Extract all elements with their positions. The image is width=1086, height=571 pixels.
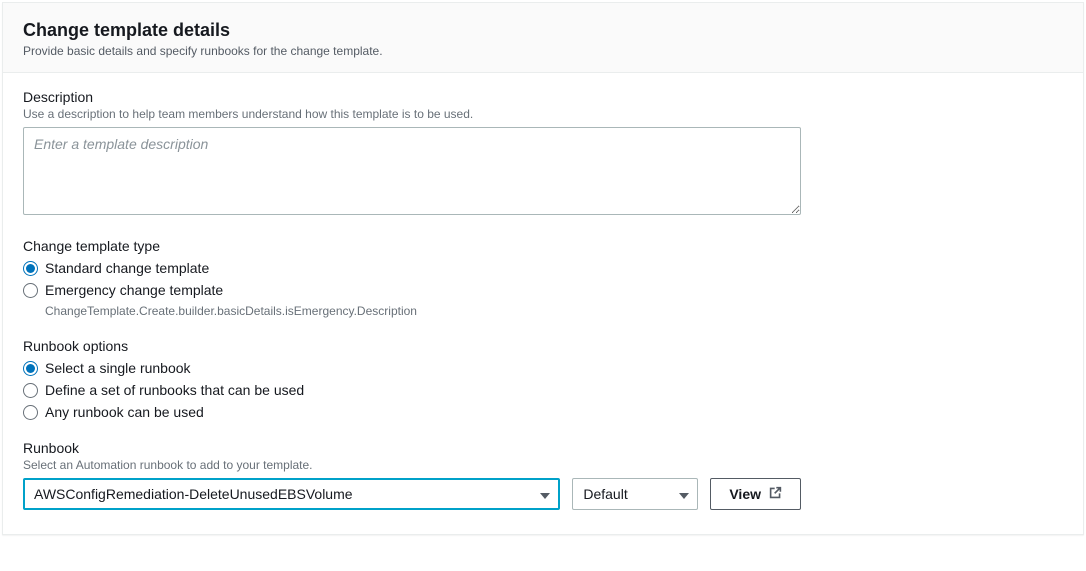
radio-any-runbook-label: Any runbook can be used [45,404,204,420]
radio-emergency-template-label: Emergency change template [45,282,223,298]
radio-single-runbook-input[interactable] [23,361,38,376]
radio-any-runbook[interactable]: Any runbook can be used [23,404,801,420]
radio-standard-template[interactable]: Standard change template [23,260,801,276]
radio-standard-template-label: Standard change template [45,260,209,276]
radio-standard-template-input[interactable] [23,261,38,276]
description-group: Description Use a description to help te… [23,89,801,218]
panel-body: Description Use a description to help te… [3,73,1083,534]
radio-single-runbook-label: Select a single runbook [45,360,191,376]
template-type-group: Change template type Standard change tem… [23,238,801,318]
description-label: Description [23,89,801,105]
runbook-select-value: AWSConfigRemediation-DeleteUnusedEBSVolu… [34,486,353,502]
change-template-panel: Change template details Provide basic de… [2,2,1084,535]
radio-emergency-template-input[interactable] [23,283,38,298]
runbook-options-label: Runbook options [23,338,801,354]
radio-single-runbook[interactable]: Select a single runbook [23,360,801,376]
caret-down-icon [540,486,550,502]
description-input[interactable] [23,127,801,215]
radio-set-of-runbooks-input[interactable] [23,383,38,398]
runbook-row: AWSConfigRemediation-DeleteUnusedEBSVolu… [23,478,801,510]
view-button[interactable]: View [710,478,801,510]
template-type-label: Change template type [23,238,801,254]
runbook-group: Runbook Select an Automation runbook to … [23,440,801,510]
radio-set-of-runbooks-label: Define a set of runbooks that can be use… [45,382,304,398]
radio-emergency-template[interactable]: Emergency change template [23,282,801,298]
panel-header: Change template details Provide basic de… [3,3,1083,73]
radio-any-runbook-input[interactable] [23,405,38,420]
version-select[interactable]: Default [572,478,698,510]
panel-subtitle: Provide basic details and specify runboo… [23,44,1063,58]
runbook-help: Select an Automation runbook to add to y… [23,458,801,472]
caret-down-icon [679,486,689,502]
runbook-options-group: Runbook options Select a single runbook … [23,338,801,420]
version-select-value: Default [583,486,627,502]
runbook-label: Runbook [23,440,801,456]
external-link-icon [769,486,782,502]
view-button-label: View [729,486,761,502]
panel-title: Change template details [23,19,1063,42]
radio-set-of-runbooks[interactable]: Define a set of runbooks that can be use… [23,382,801,398]
runbook-select[interactable]: AWSConfigRemediation-DeleteUnusedEBSVolu… [23,478,560,510]
radio-emergency-template-sub: ChangeTemplate.Create.builder.basicDetai… [45,304,801,318]
description-help: Use a description to help team members u… [23,107,801,121]
